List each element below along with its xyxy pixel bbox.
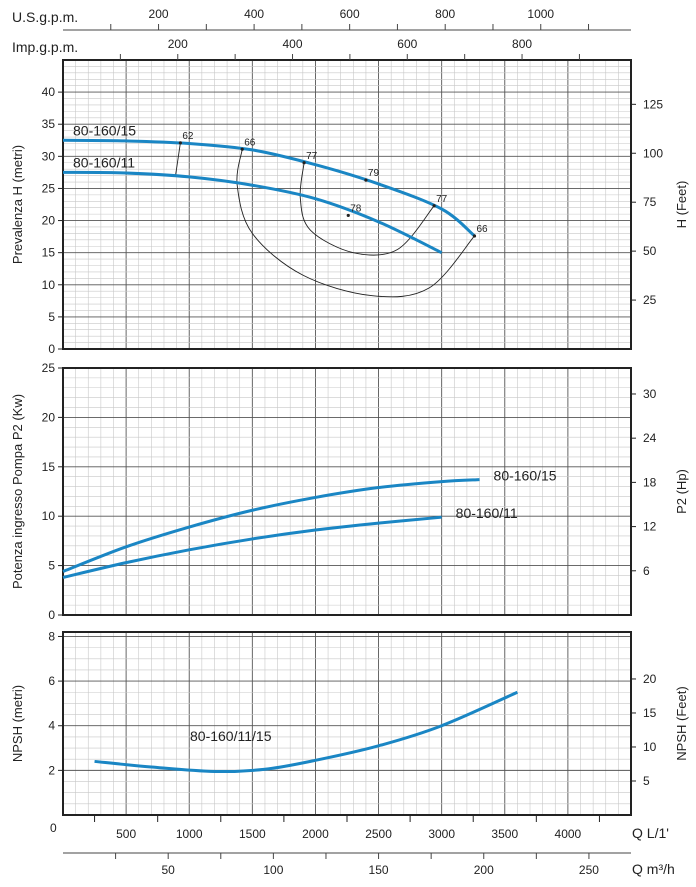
y-right-tick-label: 24 — [643, 431, 657, 445]
x2-tick-label: 100 — [263, 863, 283, 877]
efficiency-label: 77 — [436, 194, 448, 205]
x-tick-label: 500 — [116, 827, 136, 841]
y-right-tick-label: 6 — [643, 564, 650, 578]
efficiency-label: 66 — [476, 224, 488, 235]
y-tick-label: 25 — [42, 361, 56, 375]
x-tick-label: 3500 — [491, 827, 518, 841]
series-line-80-160/11/15 — [94, 690, 519, 774]
plot-frame — [62, 59, 632, 350]
series-line-80-160/11 — [62, 515, 442, 579]
y-right-tick-label: 20 — [643, 672, 657, 686]
y-right-axis-title: NPSH (Feet) — [674, 686, 689, 760]
efficiency-curve-62 — [174, 142, 181, 177]
efficiency-point — [346, 213, 350, 218]
efficiency-point — [240, 147, 244, 151]
y-right-tick-label: 25 — [643, 293, 657, 307]
y-right-tick-label: 5 — [643, 774, 650, 788]
efficiency-point — [432, 204, 436, 208]
y-tick-label: 8 — [48, 629, 55, 643]
y-tick-label: 0 — [48, 608, 55, 622]
efficiency-label: 78 — [350, 203, 362, 214]
top-axis-tick-label: 400 — [283, 37, 303, 51]
efficiency-point — [472, 234, 477, 238]
plot-frame — [62, 367, 632, 616]
y-right-axis-title: P2 (Hp) — [674, 469, 689, 514]
y-right-tick-label: 50 — [643, 244, 657, 258]
efficiency-point — [178, 141, 182, 145]
y-right-tick-label: 18 — [643, 475, 657, 489]
efficiency-label: 77 — [306, 151, 318, 162]
y-tick-label: 20 — [42, 410, 56, 424]
y-tick-label: 4 — [48, 719, 55, 733]
y-tick-label: 30 — [42, 149, 56, 163]
y-axis-title: Potenza ingresso Pompa P2 (Kw) — [10, 394, 25, 589]
efficiency-label: 66 — [244, 137, 256, 148]
y-tick-label: 35 — [42, 117, 56, 131]
efficiency-point — [364, 178, 368, 182]
top-axis-tick-label: 200 — [168, 37, 188, 51]
y-tick-label: 5 — [48, 559, 55, 573]
series-label: 80-160/15 — [494, 468, 557, 484]
series-label: 80-160/15 — [73, 122, 136, 138]
y-right-tick-label: 100 — [643, 146, 663, 160]
y-tick-label: 6 — [48, 674, 55, 688]
top-axis-title: U.S.g.p.m. — [12, 9, 78, 25]
top-axis-tick-label: 800 — [435, 7, 455, 21]
x-tick-label: 3000 — [428, 827, 455, 841]
x2-tick-label: 50 — [162, 863, 176, 877]
series-label: 80-160/11/15 — [190, 728, 272, 744]
efficiency-label: 79 — [368, 168, 380, 179]
y-tick-label: 15 — [42, 246, 56, 260]
top-axis-tick-label: 800 — [512, 37, 532, 51]
top-axis-tick-label: 400 — [244, 7, 264, 21]
x-axis-title: Q L/1' — [632, 825, 669, 841]
series-line-80-160/11 — [62, 170, 443, 255]
top-axis-tick-label: 1000 — [527, 7, 554, 21]
top-axis-tick-label: 600 — [397, 37, 417, 51]
y-right-axis-title: H (Feet) — [674, 181, 689, 229]
x2-axis-title: Q m³/h — [632, 861, 675, 877]
series-label: 80-160/11 — [456, 505, 518, 521]
y-axis-title: Prevalenza H (metri) — [10, 145, 25, 264]
y-right-tick-label: 125 — [643, 97, 663, 111]
y-tick-label: 2 — [48, 763, 55, 777]
series-label: 80-160/11 — [73, 154, 135, 170]
x2-tick-label: 200 — [474, 863, 494, 877]
y-tick-label: 5 — [48, 310, 55, 324]
top-axis-title: Imp.g.p.m. — [12, 39, 78, 55]
y-right-tick-label: 10 — [643, 740, 657, 754]
series-line-80-160/15 — [62, 478, 480, 573]
y-axis-title: NPSH (metri) — [10, 685, 25, 762]
x2-tick-label: 250 — [579, 863, 599, 877]
x-tick-label: 4000 — [555, 827, 582, 841]
x2-tick-label: 150 — [369, 863, 389, 877]
efficiency-label: 62 — [182, 131, 194, 142]
y-tick-label: 40 — [42, 85, 56, 99]
y-right-tick-label: 15 — [643, 706, 657, 720]
x-tick-label: 2000 — [302, 827, 329, 841]
top-axis-tick-label: 200 — [149, 7, 169, 21]
efficiency-curve-66 — [236, 149, 475, 298]
y-tick-label: 0 — [48, 342, 55, 356]
x-tick-label: 1500 — [239, 827, 266, 841]
y-tick-label: 10 — [42, 278, 56, 292]
y-tick-label: 25 — [42, 181, 56, 195]
y-tick-label: 20 — [42, 214, 56, 228]
y-right-tick-label: 75 — [643, 195, 657, 209]
x-tick-label: 2500 — [365, 827, 392, 841]
y-tick-label: 10 — [42, 509, 56, 523]
efficiency-point — [302, 161, 306, 165]
x-zero-label: 0 — [50, 821, 57, 835]
x-tick-label: 1000 — [176, 827, 203, 841]
y-right-tick-label: 12 — [643, 520, 657, 534]
top-axis-tick-label: 600 — [340, 7, 360, 21]
plot-frame — [62, 631, 632, 816]
y-right-tick-label: 30 — [643, 387, 657, 401]
y-tick-label: 15 — [42, 460, 56, 474]
